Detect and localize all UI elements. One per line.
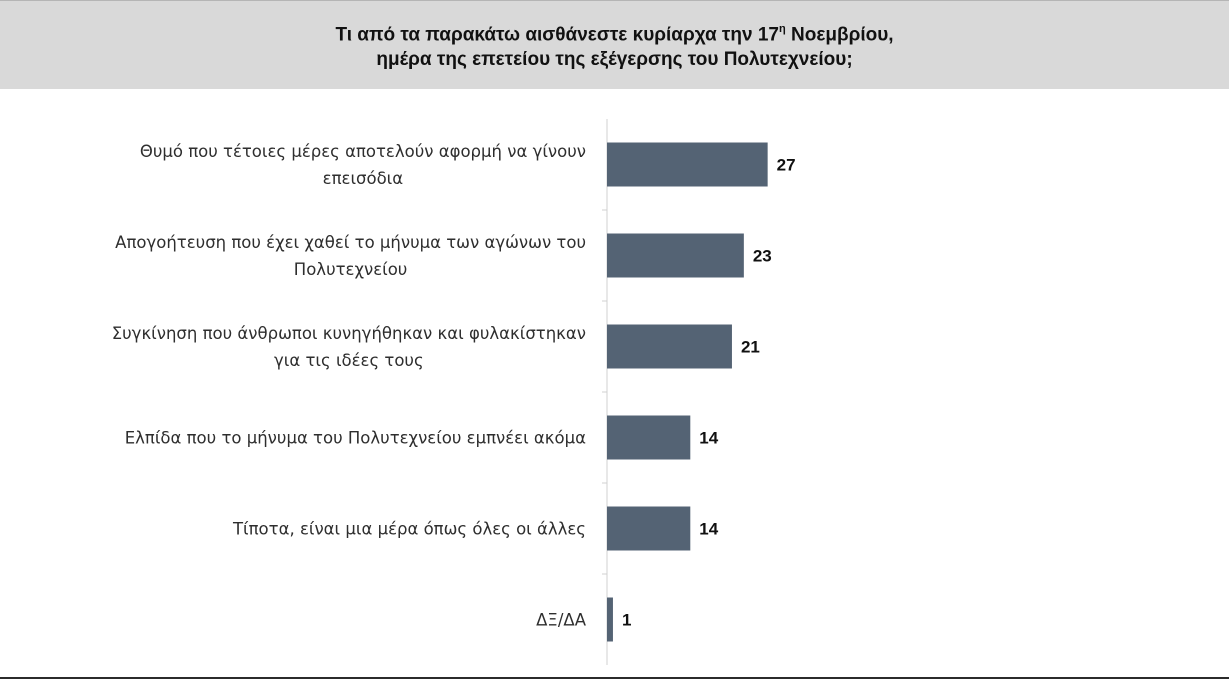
chart-title-line-2: ημέρα της επετείου της εξέγερσης του Πολ…	[376, 48, 853, 70]
bar-5	[607, 597, 613, 642]
title-band: Τι από τα παρακάτω αισθάνεστε κυρίαρχα τ…	[0, 0, 1229, 89]
category-label-5-line-0: ΔΞ/ΔΑ	[536, 611, 587, 630]
data-label-5: 1	[622, 611, 631, 630]
category-label-1: Απογοήτευση που έχει χαθεί το μήνυμα των…	[115, 233, 586, 279]
bar-1	[607, 233, 744, 278]
bar-3	[607, 415, 691, 460]
data-label-0: 27	[777, 156, 796, 175]
bar-chart: 27 Θυμό που τέτοιες μέρες αποτελούν αφορμ…	[112, 119, 796, 665]
category-label-4-line-0: Τίποτα, είναι μια μέρα όπως όλες οι άλλε…	[232, 520, 586, 539]
category-label-4: Τίποτα, είναι μια μέρα όπως όλες οι άλλε…	[232, 520, 586, 539]
category-label-3: Ελπίδα που το μήνυμα του Πολυτεχνείου εμ…	[125, 429, 586, 448]
category-label-0-line-1: επεισόδια	[323, 169, 404, 188]
data-label-2: 21	[741, 338, 760, 357]
category-label-5: ΔΞ/ΔΑ	[536, 611, 587, 630]
category-label-1-line-1: Πολυτεχνείου	[294, 260, 408, 279]
data-label-3: 14	[699, 429, 718, 448]
bar-2	[607, 324, 732, 369]
category-label-1-line-0: Απογοήτευση που έχει χαθεί το μήνυμα των…	[115, 233, 586, 252]
category-label-2: Συγκίνηση που άνθρωποι κυνηγήθηκαν και φ…	[112, 324, 586, 370]
title-line1-end: Νοεμβρίου,	[785, 24, 894, 46]
category-label-2-line-0: Συγκίνηση που άνθρωποι κυνηγήθηκαν και φ…	[112, 324, 586, 343]
title-line1-main: Τι από τα παρακάτω αισθάνεστε κυρίαρχα τ…	[335, 24, 779, 46]
bottom-rule	[0, 677, 1229, 679]
data-label-1: 23	[753, 247, 772, 266]
chart-area: 27 Θυμό που τέτοιες μέρες αποτελούν αφορμ…	[0, 89, 1229, 679]
bar-4	[607, 506, 691, 551]
title-superscript: η	[779, 23, 786, 36]
data-label-4: 14	[699, 520, 718, 539]
category-label-3-line-0: Ελπίδα που το μήνυμα του Πολυτεχνείου εμ…	[125, 429, 586, 448]
chart-title-line-1: Τι από τα παρακάτω αισθάνεστε κυρίαρχα τ…	[335, 18, 893, 47]
category-label-0-line-0: Θυμό που τέτοιες μέρες αποτελούν αφορμή …	[140, 142, 586, 161]
bar-0	[607, 142, 768, 187]
category-label-2-line-1: για τις ιδέες τους	[274, 351, 424, 370]
category-label-0: Θυμό που τέτοιες μέρες αποτελούν αφορμή …	[140, 142, 586, 188]
